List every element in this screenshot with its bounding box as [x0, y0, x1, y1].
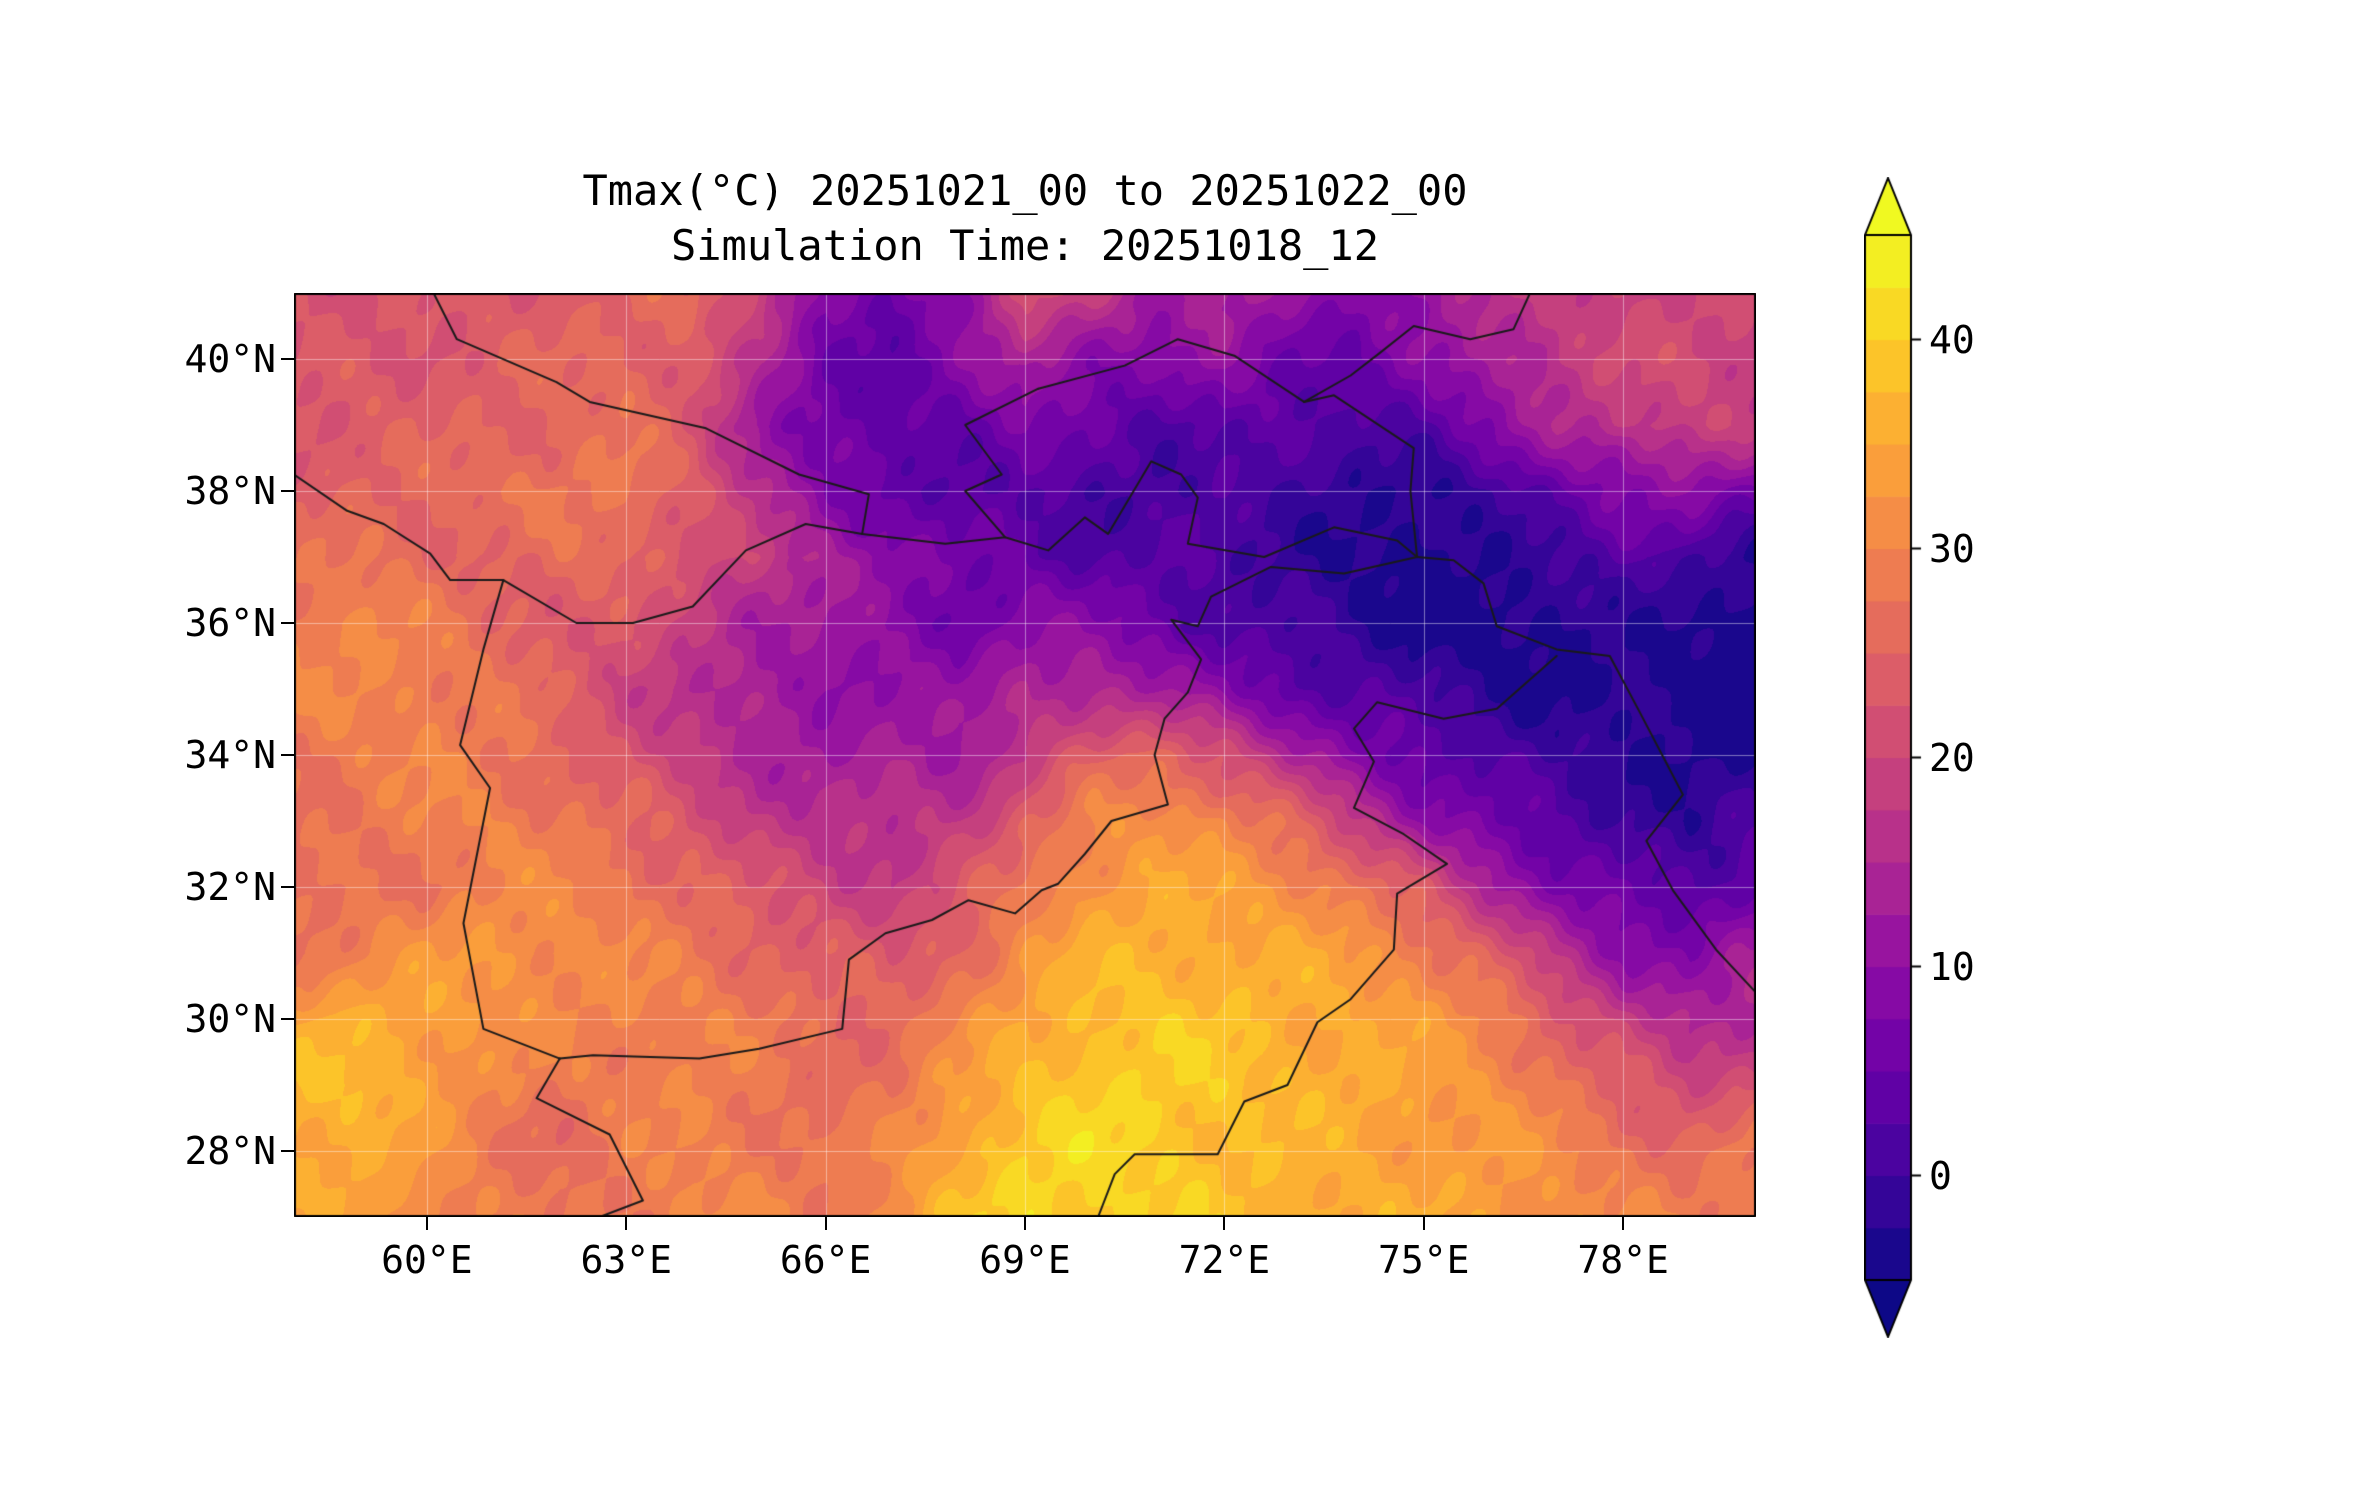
- chart-title-line1: Tmax(°C) 20251021_00 to 20251022_00: [582, 166, 1468, 215]
- y-axis-tick-label: 36°N: [184, 601, 276, 645]
- x-axis-tick-mark: [1223, 1217, 1226, 1230]
- x-axis-tick-mark: [1622, 1217, 1625, 1230]
- colorbar-tick-label: 10: [1929, 944, 1975, 989]
- y-axis-tick-label: 28°N: [184, 1129, 276, 1173]
- y-axis-tick-label: 34°N: [184, 733, 276, 777]
- y-axis-tick-mark: [281, 358, 294, 360]
- y-axis-tick-mark: [281, 622, 294, 624]
- y-axis-tick-label: 30°N: [184, 997, 276, 1041]
- x-axis-tick-label: 72°E: [1178, 1238, 1271, 1282]
- x-axis-tick-mark: [425, 1217, 428, 1230]
- x-axis-tick-mark: [824, 1217, 827, 1230]
- colorbar-tick-label: 30: [1929, 526, 1975, 571]
- x-axis-tick-label: 78°E: [1577, 1238, 1669, 1282]
- y-axis-tick-mark: [281, 886, 294, 888]
- x-axis-tick-mark: [1024, 1217, 1026, 1230]
- colorbar-canvas: [1864, 177, 1924, 1338]
- x-axis-tick-mark: [1422, 1217, 1425, 1230]
- y-axis-tick-mark: [281, 1150, 294, 1152]
- y-axis-tick-mark: [281, 754, 294, 756]
- y-axis-tick-label: 40°N: [184, 337, 276, 381]
- colorbar-tick-label: 40: [1929, 317, 1975, 362]
- x-axis-tick-label: 69°E: [979, 1238, 1071, 1282]
- y-axis-tick-label: 38°N: [184, 469, 276, 513]
- x-axis-tick-label: 60°E: [381, 1238, 473, 1282]
- x-axis-tick-label: 75°E: [1377, 1238, 1470, 1282]
- chart-title-line2: Simulation Time: 20251018_12: [670, 221, 1379, 270]
- y-axis-tick-label: 32°N: [184, 865, 276, 909]
- y-axis-tick-mark: [281, 1018, 294, 1020]
- temperature-heatmap-canvas: [294, 293, 1756, 1217]
- x-axis-tick-label: 63°E: [580, 1238, 673, 1282]
- colorbar-tick-label: 20: [1929, 735, 1975, 780]
- x-axis-tick-label: 66°E: [779, 1238, 872, 1282]
- y-axis-tick-mark: [281, 490, 294, 492]
- x-axis-tick-mark: [625, 1217, 628, 1230]
- colorbar-tick-label: 0: [1929, 1153, 1952, 1198]
- chart-title: Tmax(°C) 20251021_00 to 20251022_00 Simu…: [294, 163, 1756, 273]
